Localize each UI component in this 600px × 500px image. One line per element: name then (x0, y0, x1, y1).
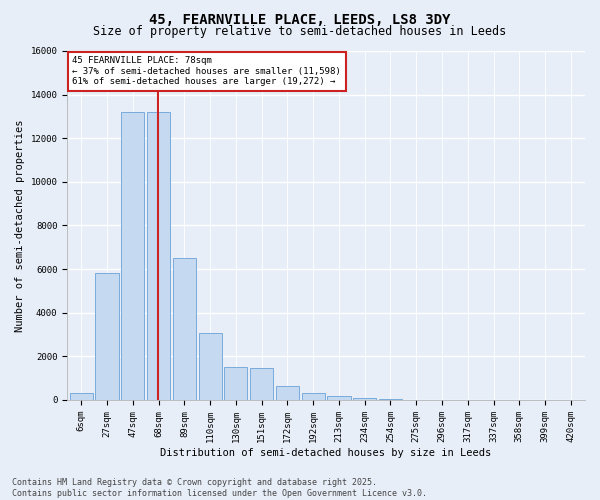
Bar (224, 368, 247, 400)
Bar (302, 393, 325, 400)
Bar (328, 396, 350, 400)
Bar (121, 112, 145, 400)
Text: Contains HM Land Registry data © Crown copyright and database right 2025.
Contai: Contains HM Land Registry data © Crown c… (12, 478, 427, 498)
Bar (173, 258, 196, 400)
Text: Size of property relative to semi-detached houses in Leeds: Size of property relative to semi-detach… (94, 25, 506, 38)
Text: 45, FEARNVILLE PLACE, LEEDS, LS8 3DY: 45, FEARNVILLE PLACE, LEEDS, LS8 3DY (149, 12, 451, 26)
Bar (95, 274, 119, 400)
Bar (379, 398, 402, 400)
Bar (199, 334, 222, 400)
Bar (147, 112, 170, 400)
Bar (70, 394, 93, 400)
X-axis label: Distribution of semi-detached houses by size in Leeds: Distribution of semi-detached houses by … (160, 448, 492, 458)
Bar (250, 368, 273, 400)
Y-axis label: Number of semi-detached properties: Number of semi-detached properties (15, 119, 25, 332)
Bar (276, 386, 299, 400)
Bar (353, 398, 376, 400)
Text: 45 FEARNVILLE PLACE: 78sqm
← 37% of semi-detached houses are smaller (11,598)
61: 45 FEARNVILLE PLACE: 78sqm ← 37% of semi… (73, 56, 341, 86)
